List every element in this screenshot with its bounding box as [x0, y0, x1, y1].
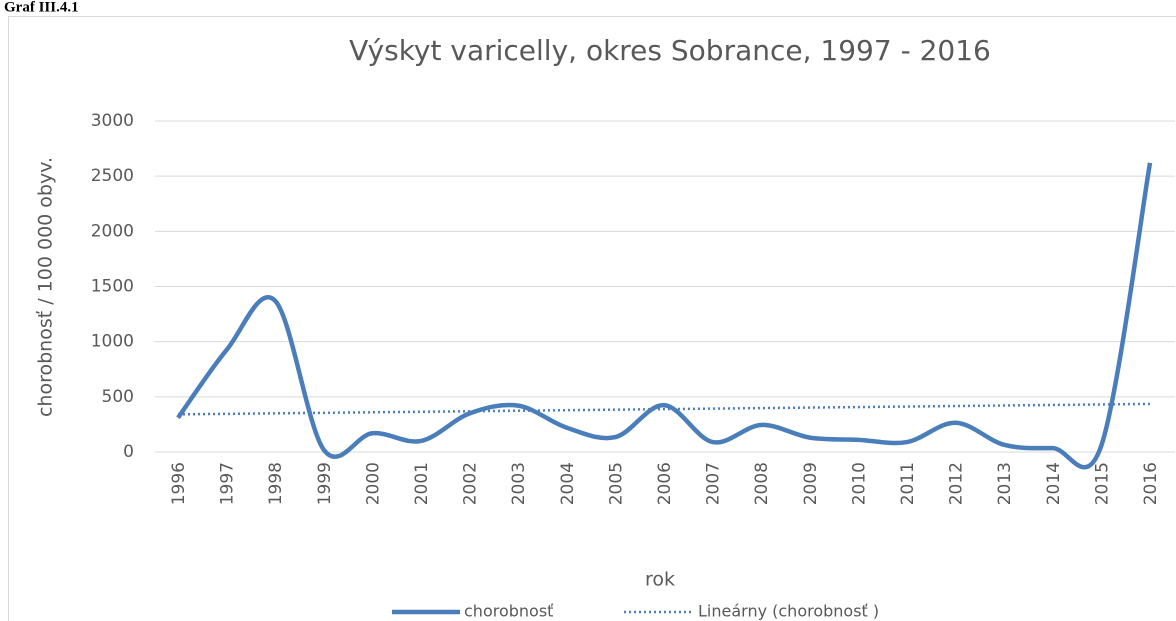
y-tick-label: 3000 [91, 111, 134, 131]
y-tick-label: 0 [123, 442, 134, 462]
y-tick-label: 1000 [91, 332, 134, 352]
y-tick-label: 2000 [91, 221, 134, 241]
y-axis-label: chorobnosť / 100 000 obyv. [35, 157, 57, 417]
x-tick-label: 2002 [461, 462, 481, 505]
x-tick-label: 2009 [801, 462, 821, 505]
chart-frame [8, 16, 1176, 621]
caption: Graf III.4.1 [4, 0, 79, 15]
legend-label: chorobnosť [464, 602, 553, 621]
x-tick-label: 2000 [363, 462, 383, 505]
x-tick-label: 2001 [412, 462, 432, 505]
y-tick-label: 500 [102, 387, 134, 407]
y-tick-label: 1500 [91, 277, 134, 297]
x-tick-label: 2007 [704, 462, 724, 505]
x-tick-label: 1998 [266, 462, 286, 505]
x-tick-label: 2010 [849, 462, 869, 505]
x-tick-label: 2013 [995, 462, 1015, 505]
x-tick-label: 2004 [558, 462, 578, 505]
x-tick-label: 1996 [169, 462, 189, 505]
x-tick-label: 2008 [752, 462, 772, 505]
x-tick-label: 2016 [1141, 462, 1161, 505]
x-tick-label: 1999 [315, 462, 335, 505]
x-tick-label: 2012 [947, 462, 967, 505]
chart-title: Výskyt varicelly, okres Sobrance, 1997 -… [349, 34, 991, 67]
x-tick-label: 1997 [218, 462, 238, 505]
x-tick-label: 2005 [606, 462, 626, 505]
legend-label: Lineárny (chorobnosť ) [698, 602, 879, 621]
trendline [177, 402, 1151, 416]
series-line [176, 162, 1153, 470]
x-axis-label: rok [645, 569, 675, 591]
x-tick-label: 2006 [655, 462, 675, 505]
y-tick-label: 2500 [91, 166, 134, 186]
x-tick-label: 2014 [1044, 462, 1064, 505]
x-tick-label: 2015 [1092, 462, 1112, 505]
x-tick-label: 2003 [509, 462, 529, 505]
x-tick-label: 2011 [898, 462, 918, 505]
